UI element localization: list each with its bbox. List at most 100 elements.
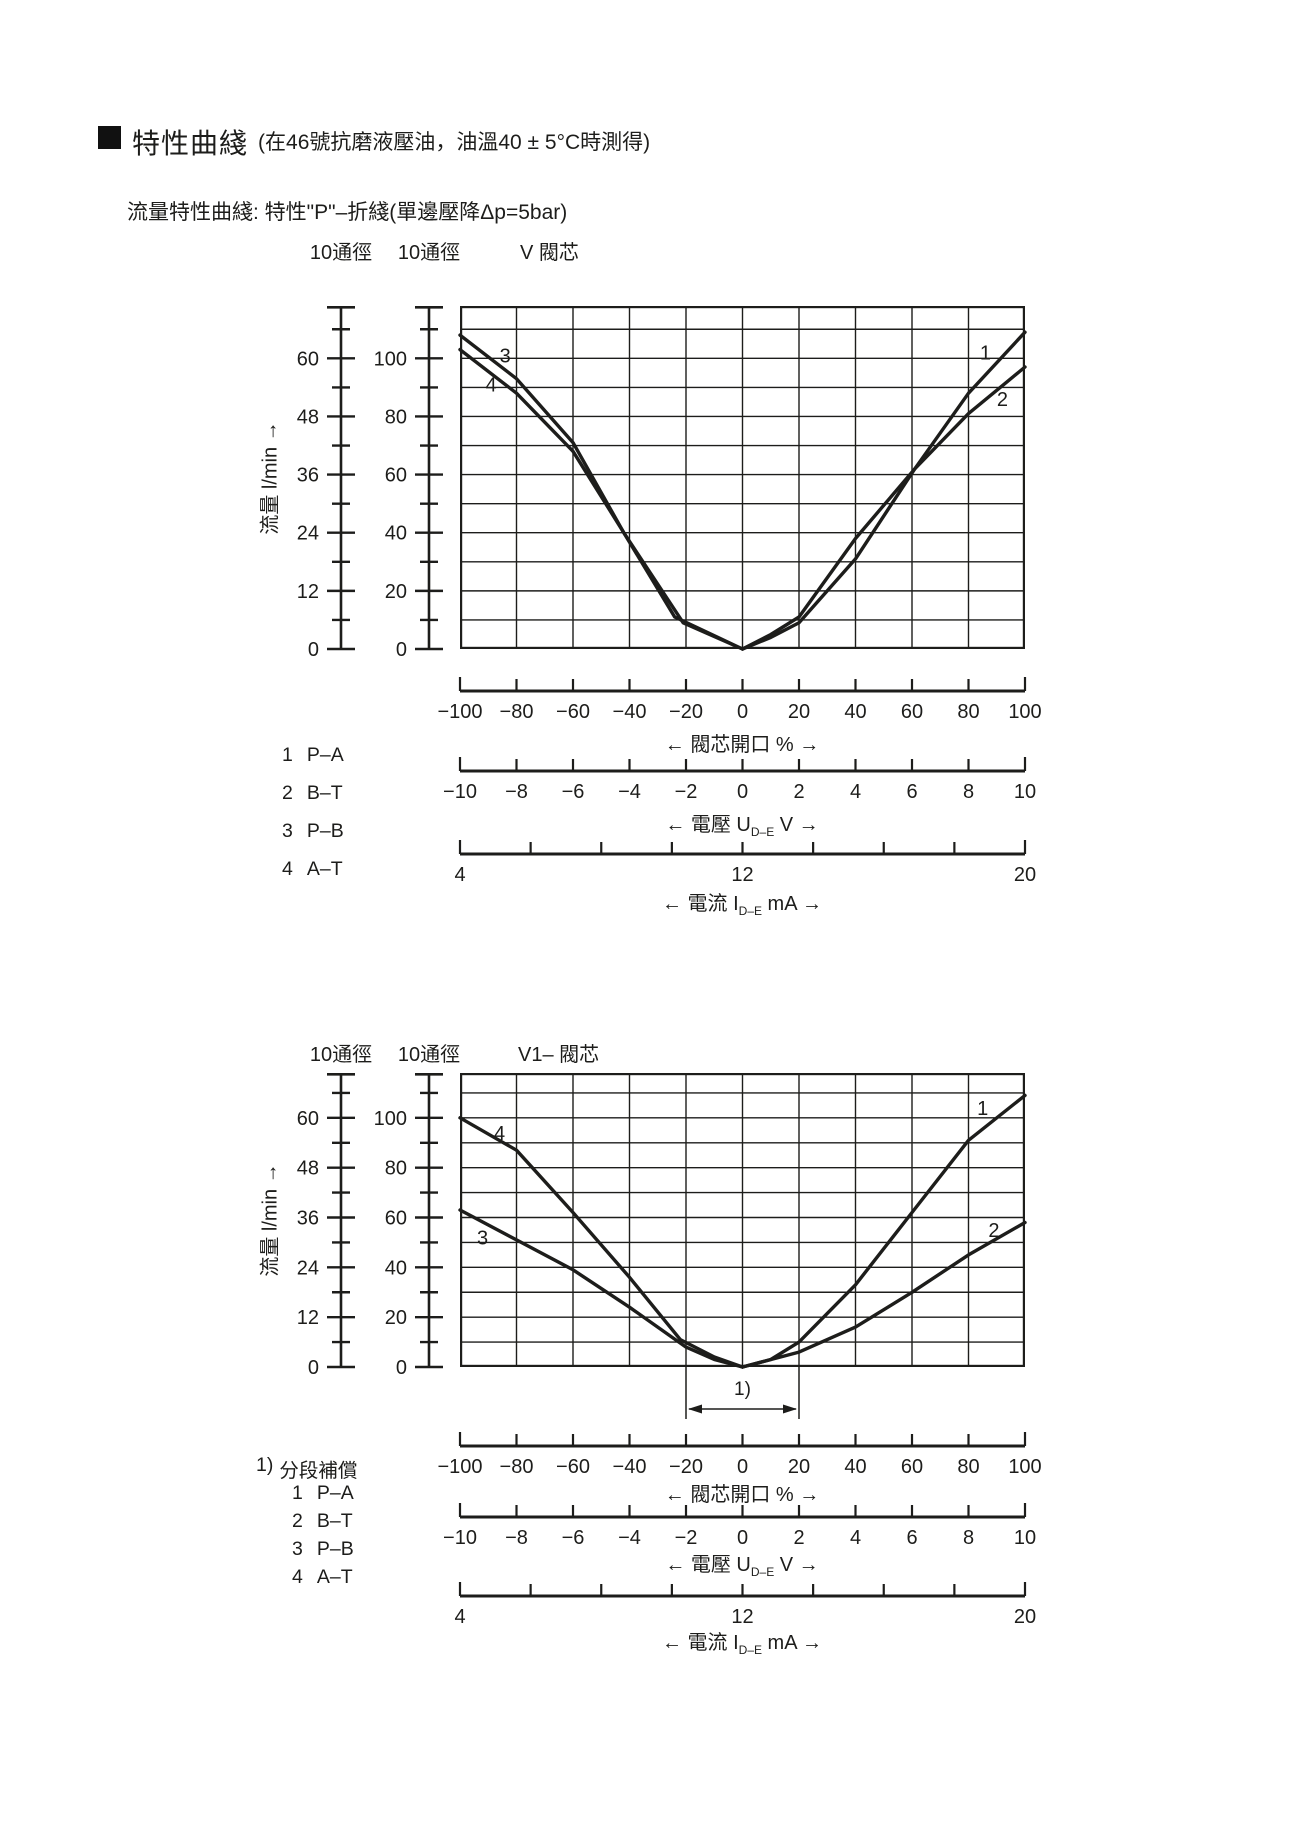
- tick-label: 100: [374, 1108, 407, 1130]
- axis-ruler: −10 −8 −6 −4 −2 0 2 4 6 8 10: [443, 757, 1036, 803]
- legend-item: 2 B–T: [282, 782, 344, 820]
- legend-curve-number: 2: [292, 1510, 303, 1532]
- y-axis-inner-ruler: 0 20 40 60 80 100: [374, 1072, 443, 1379]
- tick-label: −40: [613, 1456, 647, 1478]
- tick-label: −20: [669, 1456, 703, 1478]
- axis-ruler: 4 12 20: [454, 840, 1036, 886]
- legend-port-pair: P–A: [316, 1482, 354, 1504]
- tick-label: 6: [906, 1527, 917, 1549]
- ruler: 0 20 40 60 80 100: [374, 305, 443, 661]
- axis-ruler: −10 −8 −6 −4 −2 0 2 4 6 8 10: [443, 1503, 1036, 1549]
- tick-label: −10: [443, 781, 477, 803]
- tick-label: 0: [396, 1357, 407, 1379]
- tick-label: 20: [385, 581, 407, 603]
- tick-label: −60: [556, 1456, 590, 1478]
- tick-label: 10: [1014, 781, 1036, 803]
- tick-label: −8: [505, 1527, 528, 1549]
- legend: 1 P–A 2 B–T 3 P–B 4 A–T: [282, 744, 344, 896]
- ruler: 0 20 40 60 80 100: [374, 1072, 443, 1379]
- tick-label: 8: [963, 781, 974, 803]
- tick-label: 60: [901, 701, 923, 723]
- tick-label: −4: [618, 781, 641, 803]
- tick-label: 20: [788, 701, 810, 723]
- tick-label: 4: [454, 864, 465, 886]
- tick-label: −100: [437, 701, 482, 723]
- y-axis-outer-ruler: 0 12 24 36 48 60: [297, 305, 355, 661]
- tick-label: −60: [556, 701, 590, 723]
- tick-label: 0: [308, 1357, 319, 1379]
- legend-curve-number: 4: [292, 1566, 303, 1588]
- tick-label: 4: [486, 374, 497, 396]
- tick-label: −4: [618, 1527, 641, 1549]
- tick-label: −6: [562, 1527, 585, 1549]
- legend-port-pair: A–T: [306, 858, 343, 880]
- tick-label: −80: [500, 701, 534, 723]
- x-axis-current-title: ← 電流 ID–E mA →: [661, 893, 823, 918]
- curve-2: [740, 1220, 1027, 1369]
- spool-type-title: V1– 閥芯: [518, 1044, 600, 1066]
- tick-label: −20: [669, 701, 703, 723]
- tick-label: 48: [297, 406, 319, 428]
- tick-label: 12: [731, 1606, 753, 1628]
- tick-label: 12: [297, 1307, 319, 1329]
- tick-label: 100: [374, 348, 407, 370]
- legend-curve-number: 3: [292, 1538, 303, 1560]
- legend-item: 4 A–T: [292, 1566, 354, 1594]
- x-axis-percent-title: ← 閥芯開口 % →: [664, 1484, 820, 1506]
- legend-port-pair: B–T: [316, 1510, 353, 1532]
- tick-label: −2: [675, 781, 698, 803]
- tick-label: 40: [844, 701, 866, 723]
- tick-label: 6: [906, 781, 917, 803]
- ruler: 0 12 24 36 48 60: [297, 1072, 355, 1379]
- tick-label: 20: [1014, 1606, 1036, 1628]
- tick-label: 20: [1014, 864, 1036, 886]
- plot-area: 1 2 34: [458, 306, 1027, 651]
- tick-label: 20: [788, 1456, 810, 1478]
- tick-label: 0: [396, 639, 407, 661]
- x-axis-current: 4 12 20: [454, 840, 1036, 886]
- x-axis-current: 4 12 20: [454, 1582, 1036, 1628]
- tick-label: 4: [454, 1606, 465, 1628]
- tick-label: 3: [477, 1227, 488, 1249]
- tick-label: 0: [737, 701, 748, 723]
- tick-label: 1: [977, 1098, 988, 1120]
- grid: [460, 306, 1025, 649]
- legend-curve-number: 4: [282, 858, 293, 880]
- section-marker-icon: [98, 126, 121, 149]
- legend-item: 3 P–B: [292, 1538, 354, 1566]
- tick-label: 60: [901, 1456, 923, 1478]
- legend-item: 3 P–B: [282, 820, 344, 858]
- x-axis-percent: −100 −80 −60 −40 −20 0 20 40 60 80 100: [437, 1432, 1042, 1478]
- tick-label: −100: [437, 1456, 482, 1478]
- tick-label: 0: [308, 639, 319, 661]
- section-heading: 特性曲綫 (在46號抗磨液壓油，油溫40 ± 5°C時測得): [98, 122, 650, 162]
- outer-scale-size-label: 10通徑: [309, 242, 373, 264]
- grid: [460, 1073, 1025, 1367]
- tick-label: 2: [793, 1527, 804, 1549]
- tick-label: 20: [385, 1307, 407, 1329]
- legend-curve-number: 3: [282, 820, 293, 842]
- x-axis-percent: −100 −80 −60 −40 −20 0 20 40 60 80 100: [437, 677, 1042, 723]
- tick-label: −40: [613, 701, 647, 723]
- tick-label: 100: [1008, 1456, 1041, 1478]
- legend-curve-number: 1: [292, 1482, 303, 1504]
- tick-label: −80: [500, 1456, 534, 1478]
- tick-label: 1: [980, 343, 991, 365]
- tick-label: 10: [1014, 1527, 1036, 1549]
- tick-label: 0: [737, 1456, 748, 1478]
- tick-label: 80: [957, 701, 979, 723]
- curve-3: [458, 1208, 745, 1369]
- x-axis-current-title: ← 電流 ID–E mA →: [661, 1632, 823, 1657]
- legend-port-pair: A–T: [316, 1566, 353, 1588]
- legend-port-pair: P–A: [306, 744, 344, 766]
- curve-1: [740, 1093, 1027, 1369]
- tick-label: 24: [297, 1257, 319, 1279]
- tick-label: 2: [988, 1220, 999, 1242]
- tick-label: −6: [562, 781, 585, 803]
- tick-label: −8: [505, 781, 528, 803]
- ruler: 0 12 24 36 48 60: [297, 305, 355, 661]
- tick-label: 1): [734, 1379, 751, 1400]
- legend-item: 1 P–A: [282, 744, 344, 782]
- dimension-arrow: 1): [685, 1367, 800, 1419]
- outer-scale-size-label: 10通徑: [309, 1044, 373, 1066]
